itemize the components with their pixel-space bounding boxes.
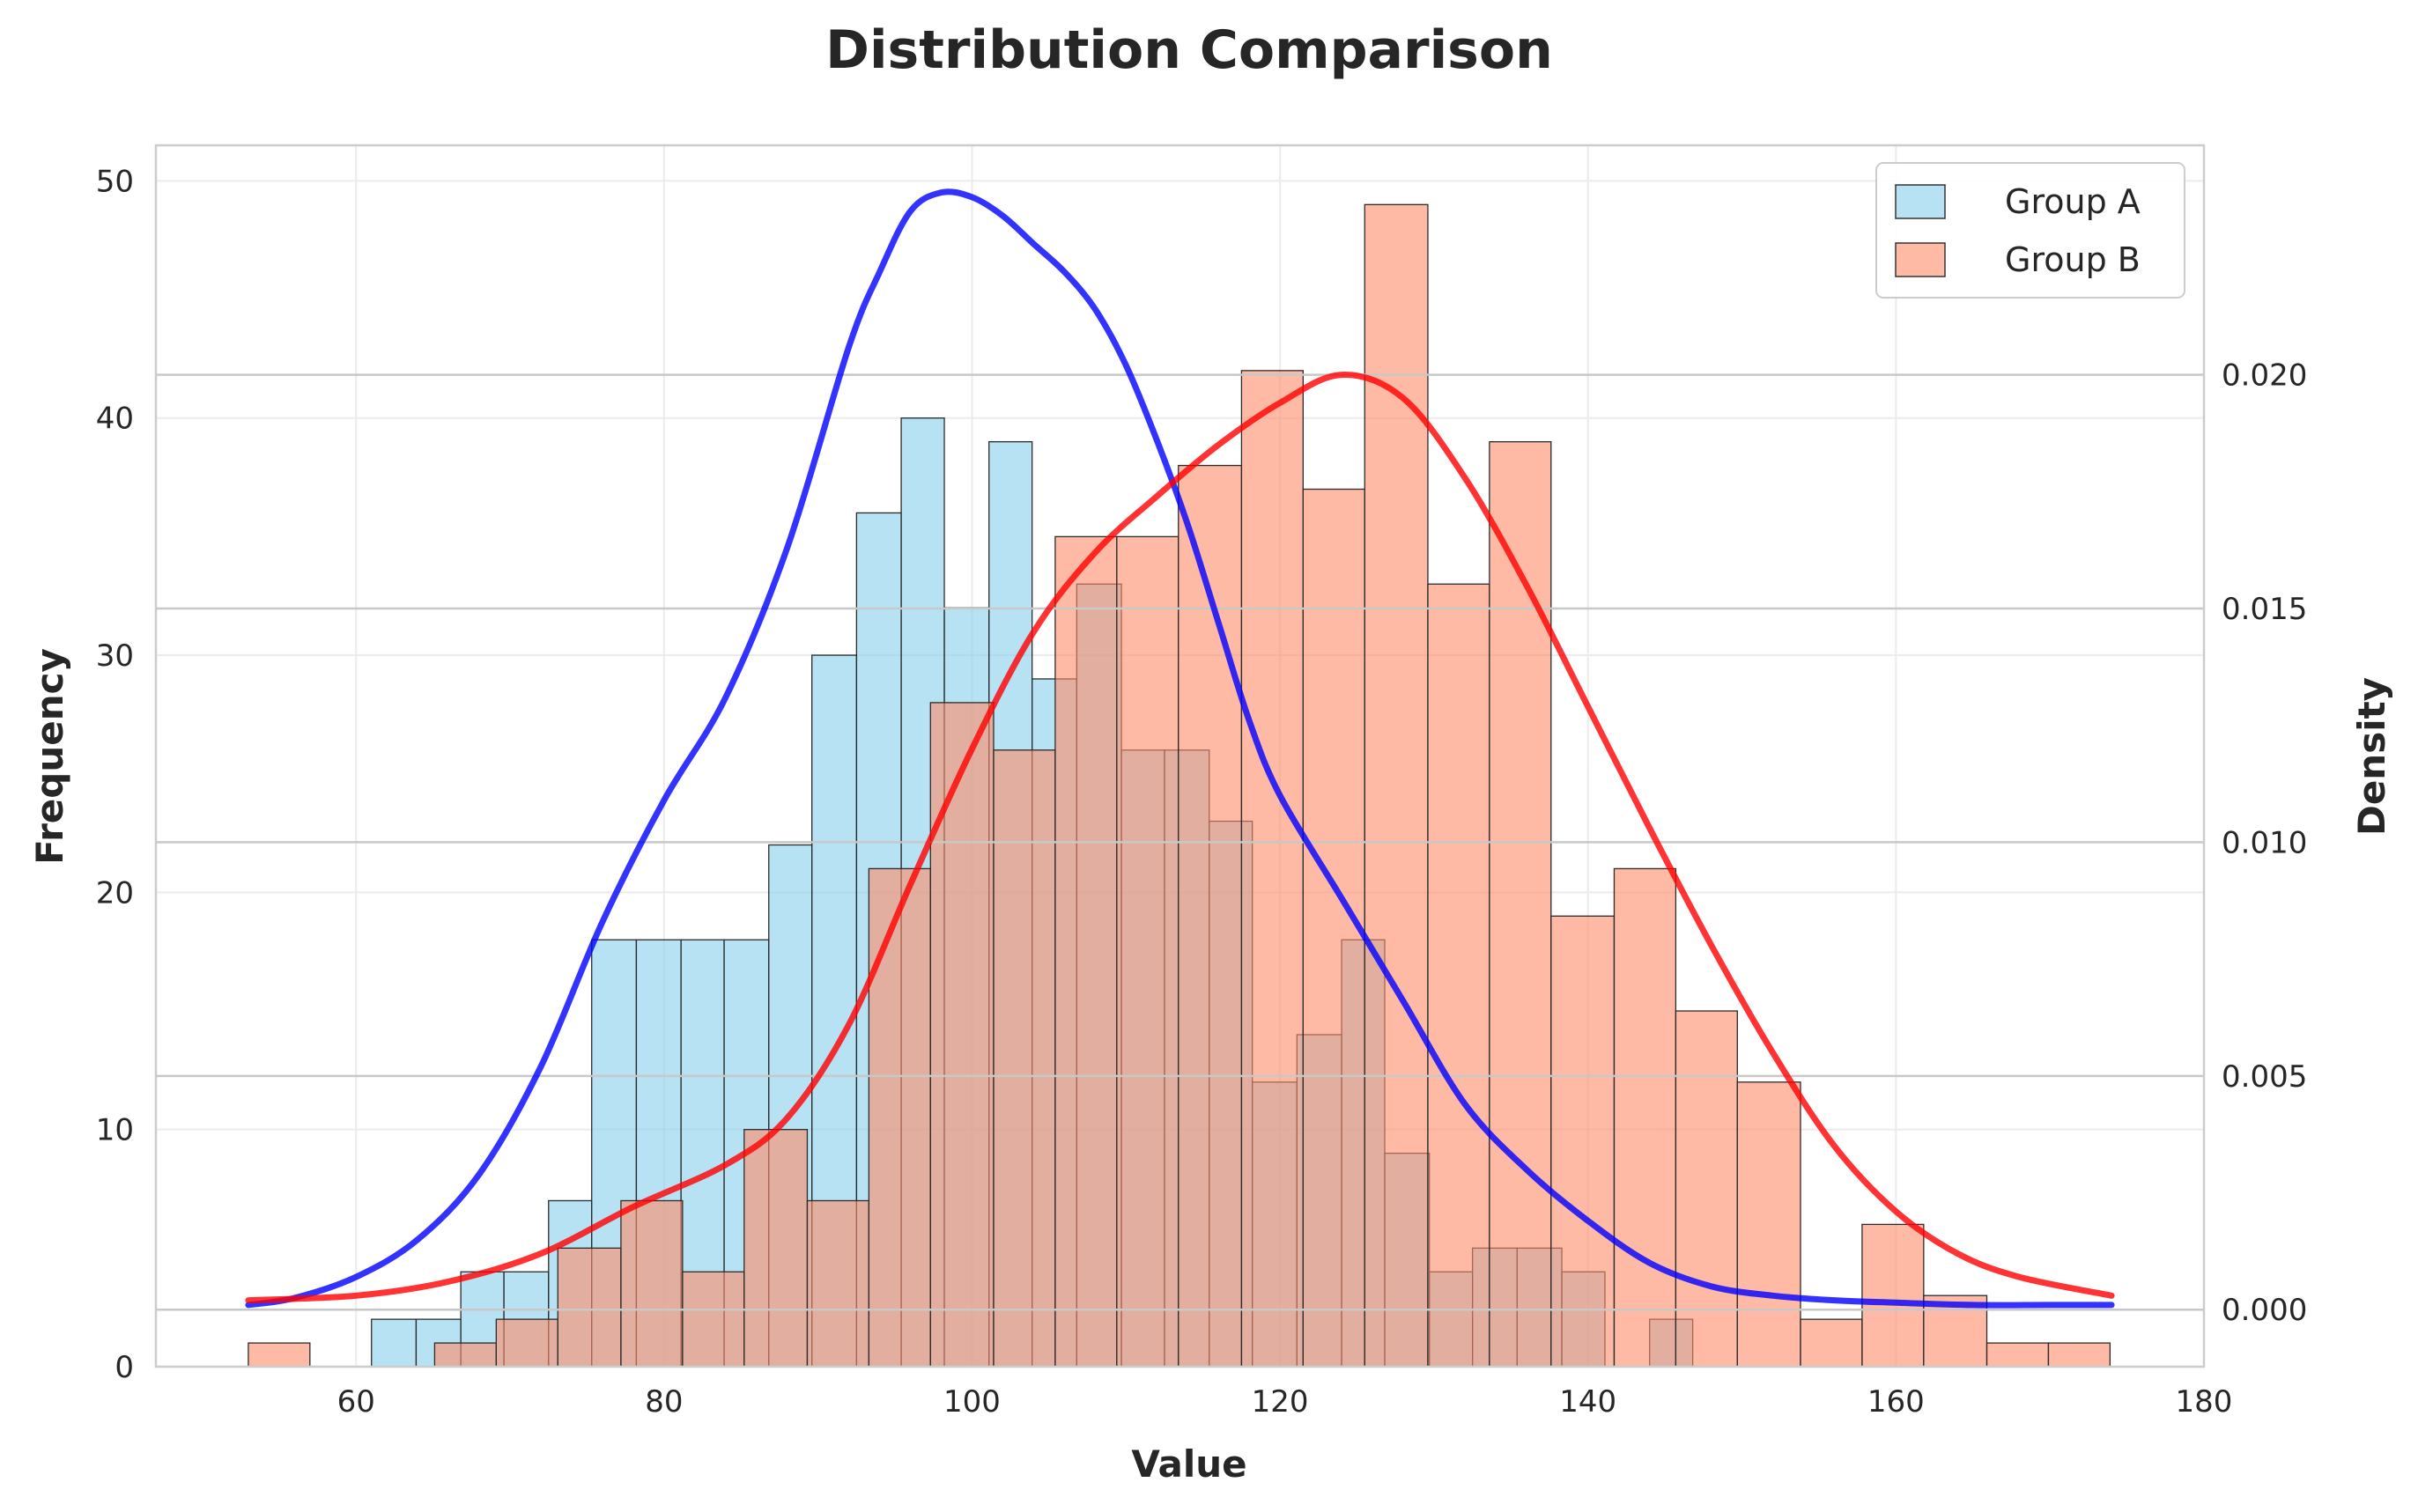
group-b-bar	[1985, 1342, 2050, 1368]
group-b-histogram	[248, 203, 2111, 1368]
group-b-bar	[929, 702, 995, 1368]
y2-tick-label: 0.020	[2222, 358, 2307, 394]
group-b-bar	[1861, 1223, 1925, 1368]
group-b-bar	[806, 1199, 870, 1368]
group-a-density-line	[245, 188, 2115, 1309]
group-b-bar	[868, 867, 931, 1368]
group-b-bar	[1178, 464, 1243, 1368]
plot-frame	[154, 144, 2206, 1368]
group-b-bar	[1054, 535, 1118, 1368]
legend-label-group-a: Group A	[2005, 182, 2141, 221]
group-b-bar	[1240, 370, 1304, 1368]
y-tick-label: 40	[96, 402, 134, 437]
group-b-bar	[620, 1199, 684, 1368]
y2-axis-title: Density	[2350, 677, 2393, 836]
x-tick-label: 60	[337, 1384, 375, 1420]
x-tick-label: 120	[1252, 1384, 1309, 1420]
x-axis-title: Value	[1131, 1442, 1246, 1486]
x-tick-label: 180	[2176, 1384, 2233, 1420]
y-tick-label: 20	[96, 875, 134, 911]
y-axis-title: Frequency	[28, 648, 71, 865]
group-b-bar	[1489, 441, 1552, 1368]
group-b-bar	[1613, 867, 1677, 1368]
legend-swatch-group-a	[1895, 184, 1946, 219]
group-b-bar	[2047, 1342, 2111, 1368]
y2-tick-label: 0.005	[2222, 1059, 2307, 1095]
group-b-bar	[1800, 1318, 1863, 1368]
y2-tick-label: 0.015	[2222, 592, 2307, 627]
group-b-bar	[1116, 535, 1179, 1368]
y-tick-label: 10	[96, 1113, 134, 1148]
group-b-bar	[1675, 1010, 1738, 1368]
group-b-bar	[1550, 915, 1616, 1368]
group-a-bar	[371, 1318, 418, 1368]
y-tick-label: 50	[96, 164, 134, 199]
legend-label-group-b: Group B	[2005, 240, 2141, 279]
group-b-bar	[1364, 203, 1429, 1368]
legend: Group A Group B	[1875, 162, 2185, 299]
legend-swatch-group-b	[1895, 242, 1946, 277]
density-curves	[156, 188, 2204, 1311]
group-b-bar	[248, 1342, 311, 1368]
x-tick-label: 140	[1559, 1384, 1616, 1420]
x-tick-label: 160	[1867, 1384, 1925, 1420]
group-b-bar	[1736, 1081, 1801, 1368]
group-b-bar	[682, 1271, 745, 1368]
x-tick-label: 100	[943, 1384, 1001, 1420]
group-b-bar	[1302, 488, 1365, 1368]
tick-labels: 60 80 100 120 140 160 180 0 10 20 30 40 50 0.000 0.005…	[96, 164, 2308, 1420]
group-b-bar	[557, 1247, 622, 1368]
chart-title: Distribution Comparison	[825, 19, 1553, 81]
group-b-bar	[743, 1129, 809, 1368]
y2-tick-label: 0.000	[2222, 1293, 2307, 1328]
y-tick-label: 30	[96, 638, 134, 674]
y-tick-label: 0	[115, 1350, 134, 1385]
x-tick-label: 80	[645, 1384, 683, 1420]
group-b-bar	[433, 1342, 497, 1368]
group-b-bar	[495, 1318, 558, 1368]
y2-tick-label: 0.010	[2222, 825, 2307, 860]
group-b-bar	[1427, 583, 1490, 1368]
group-b-density-line	[245, 372, 2115, 1304]
group-b-bar	[993, 749, 1056, 1368]
legend-box	[1875, 162, 2185, 299]
